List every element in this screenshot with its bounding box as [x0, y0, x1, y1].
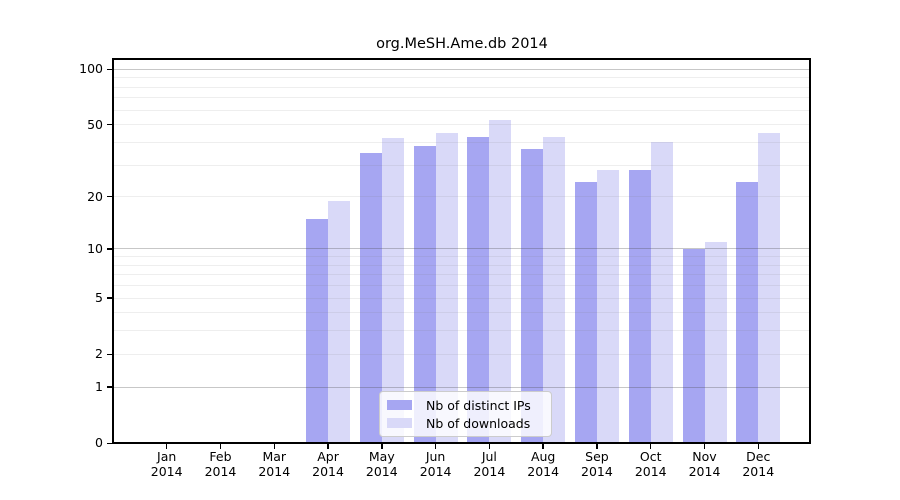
y-tick-2: [107, 353, 112, 356]
minor-gridline-6: [114, 285, 809, 287]
bar-downloads-sep: [596, 170, 619, 442]
minor-gridline-30: [114, 164, 809, 166]
y-tick-1: [107, 386, 112, 388]
minor-gridline-70: [114, 97, 809, 99]
y-tick-label-0: 0: [95, 435, 103, 451]
legend-label-downloads: Nb of downloads: [426, 415, 531, 431]
y-tick-10: [107, 248, 112, 250]
minor-gridline-5: [114, 297, 809, 299]
x-tick-apr: [327, 444, 329, 449]
bar-distinct-ips-sep: [574, 182, 597, 442]
y-tick-100: [107, 68, 112, 71]
minor-gridline-40: [114, 141, 809, 143]
y-tick-5: [107, 297, 112, 299]
x-tick-oct: [649, 444, 652, 449]
bar-downloads-oct: [650, 142, 673, 442]
bar-downloads-aug: [543, 136, 566, 442]
bar-downloads-may: [381, 138, 404, 442]
y-tick-label-10: 10: [87, 240, 103, 256]
bar-downloads-apr: [328, 200, 351, 442]
minor-gridline-50: [114, 124, 809, 126]
minor-gridline-9: [114, 256, 809, 258]
x-tick-label-may: May 2014: [365, 449, 398, 479]
bar-downloads-nov: [704, 241, 727, 442]
bar-distinct-ips-aug: [521, 148, 544, 442]
x-tick-label-dec: Dec 2014: [742, 449, 775, 479]
minor-gridline-90: [114, 77, 809, 79]
x-tick-feb: [219, 444, 222, 449]
legend-row-distinct-ips: Nb of distinct IPs: [387, 399, 551, 412]
bar-distinct-ips-may: [359, 152, 382, 442]
x-tick-label-nov: Nov 2014: [688, 449, 721, 479]
bar-distinct-ips-jul: [467, 136, 490, 442]
x-tick-mar: [273, 444, 275, 449]
x-tick-jan: [165, 444, 168, 449]
x-tick-label-oct: Oct 2014: [634, 449, 667, 479]
bar-distinct-ips-jun: [413, 146, 436, 442]
x-tick-label-apr: Apr 2014: [312, 449, 344, 479]
y-tick-label-1: 1: [95, 379, 103, 395]
x-tick-dec: [757, 444, 760, 449]
minor-gridline-3: [114, 330, 809, 332]
x-tick-label-jul: Jul 2014: [473, 449, 506, 479]
legend-swatch-distinct-ips: [387, 400, 412, 410]
x-tick-label-sep: Sep 2014: [581, 449, 613, 479]
y-tick-label-5: 5: [95, 290, 103, 306]
x-tick-label-aug: Aug 2014: [527, 449, 560, 479]
x-tick-sep: [596, 444, 598, 449]
y-tick-label-2: 2: [95, 346, 103, 362]
bar-downloads-jul: [489, 120, 512, 442]
bar-distinct-ips-apr: [306, 218, 329, 442]
x-tick-may: [381, 444, 383, 449]
minor-gridline-80: [114, 86, 809, 88]
legend: Nb of distinct IPs Nb of downloads: [379, 391, 552, 437]
x-tick-aug: [542, 444, 544, 449]
x-tick-nov: [703, 444, 706, 449]
minor-gridline-4: [114, 312, 809, 314]
y-tick-label-100: 100: [79, 61, 103, 77]
y-tick-label-50: 50: [87, 116, 103, 132]
x-tick-label-feb: Feb 2014: [204, 449, 237, 479]
y-tick-0: [107, 442, 112, 445]
minor-gridline-2: [114, 353, 809, 355]
x-tick-jun: [434, 444, 437, 449]
bar-distinct-ips-nov: [682, 248, 705, 442]
bar-downloads-dec: [758, 133, 781, 442]
major-gridline-100: [114, 68, 809, 70]
bar-downloads-jun: [435, 133, 458, 442]
legend-swatch-downloads: [387, 418, 412, 428]
y-tick-50: [107, 123, 112, 126]
bar-distinct-ips-oct: [628, 170, 651, 442]
minor-gridline-7: [114, 274, 809, 276]
x-tick-label-jan: Jan 2014: [150, 449, 183, 479]
minor-gridline-20: [114, 196, 809, 198]
y-tick-20: [107, 195, 112, 198]
minor-gridline-60: [114, 109, 809, 111]
x-tick-label-jun: Jun 2014: [419, 449, 452, 479]
legend-label-distinct-ips: Nb of distinct IPs: [426, 397, 531, 413]
chart-title: org.MeSH.Ame.db 2014: [376, 36, 548, 52]
x-tick-label-mar: Mar 2014: [258, 449, 291, 479]
x-tick-jul: [488, 444, 491, 449]
major-gridline-10: [114, 248, 809, 250]
bar-distinct-ips-dec: [736, 182, 759, 442]
legend-row-downloads: Nb of downloads: [387, 417, 551, 430]
y-tick-label-20: 20: [87, 188, 103, 204]
major-gridline-1: [114, 386, 809, 388]
minor-gridline-8: [114, 264, 809, 266]
